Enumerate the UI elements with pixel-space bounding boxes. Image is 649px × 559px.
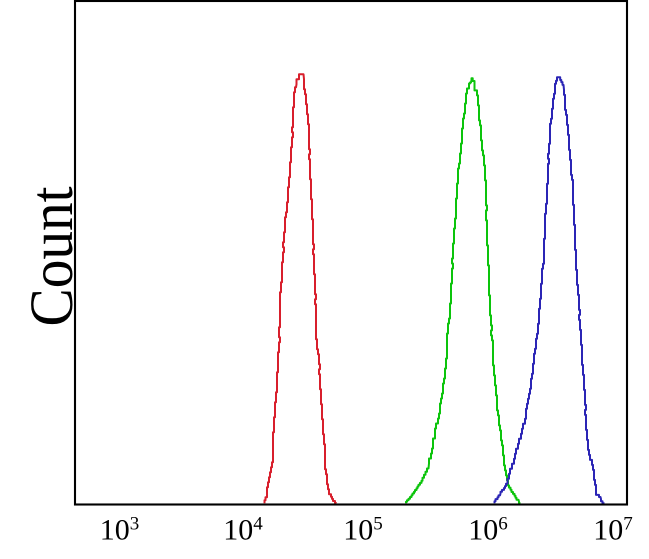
svg-text:106: 106 xyxy=(468,514,508,547)
svg-text:104: 104 xyxy=(223,514,263,547)
svg-text:Count: Count xyxy=(19,186,86,326)
